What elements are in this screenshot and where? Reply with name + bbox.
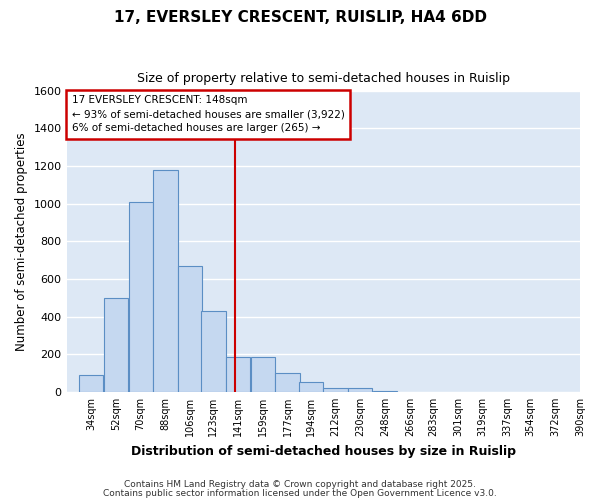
X-axis label: Distribution of semi-detached houses by size in Ruislip: Distribution of semi-detached houses by …	[131, 444, 516, 458]
Bar	[153, 170, 178, 392]
Bar	[299, 382, 323, 392]
Bar	[104, 298, 128, 392]
Text: 17 EVERSLEY CRESCENT: 148sqm
← 93% of semi-detached houses are smaller (3,922)
6: 17 EVERSLEY CRESCENT: 148sqm ← 93% of se…	[71, 96, 344, 134]
Bar	[226, 357, 250, 392]
Bar	[128, 202, 153, 392]
Text: Contains HM Land Registry data © Crown copyright and database right 2025.: Contains HM Land Registry data © Crown c…	[124, 480, 476, 489]
Bar	[79, 375, 103, 392]
Bar	[323, 388, 348, 392]
Title: Size of property relative to semi-detached houses in Ruislip: Size of property relative to semi-detach…	[137, 72, 510, 86]
Text: 17, EVERSLEY CRESCENT, RUISLIP, HA4 6DD: 17, EVERSLEY CRESCENT, RUISLIP, HA4 6DD	[113, 10, 487, 25]
Bar	[373, 391, 397, 392]
Bar	[201, 311, 226, 392]
Bar	[251, 357, 275, 392]
Bar	[178, 266, 202, 392]
Text: Contains public sector information licensed under the Open Government Licence v3: Contains public sector information licen…	[103, 488, 497, 498]
Bar	[348, 388, 373, 392]
Bar	[275, 373, 300, 392]
Y-axis label: Number of semi-detached properties: Number of semi-detached properties	[15, 132, 28, 350]
